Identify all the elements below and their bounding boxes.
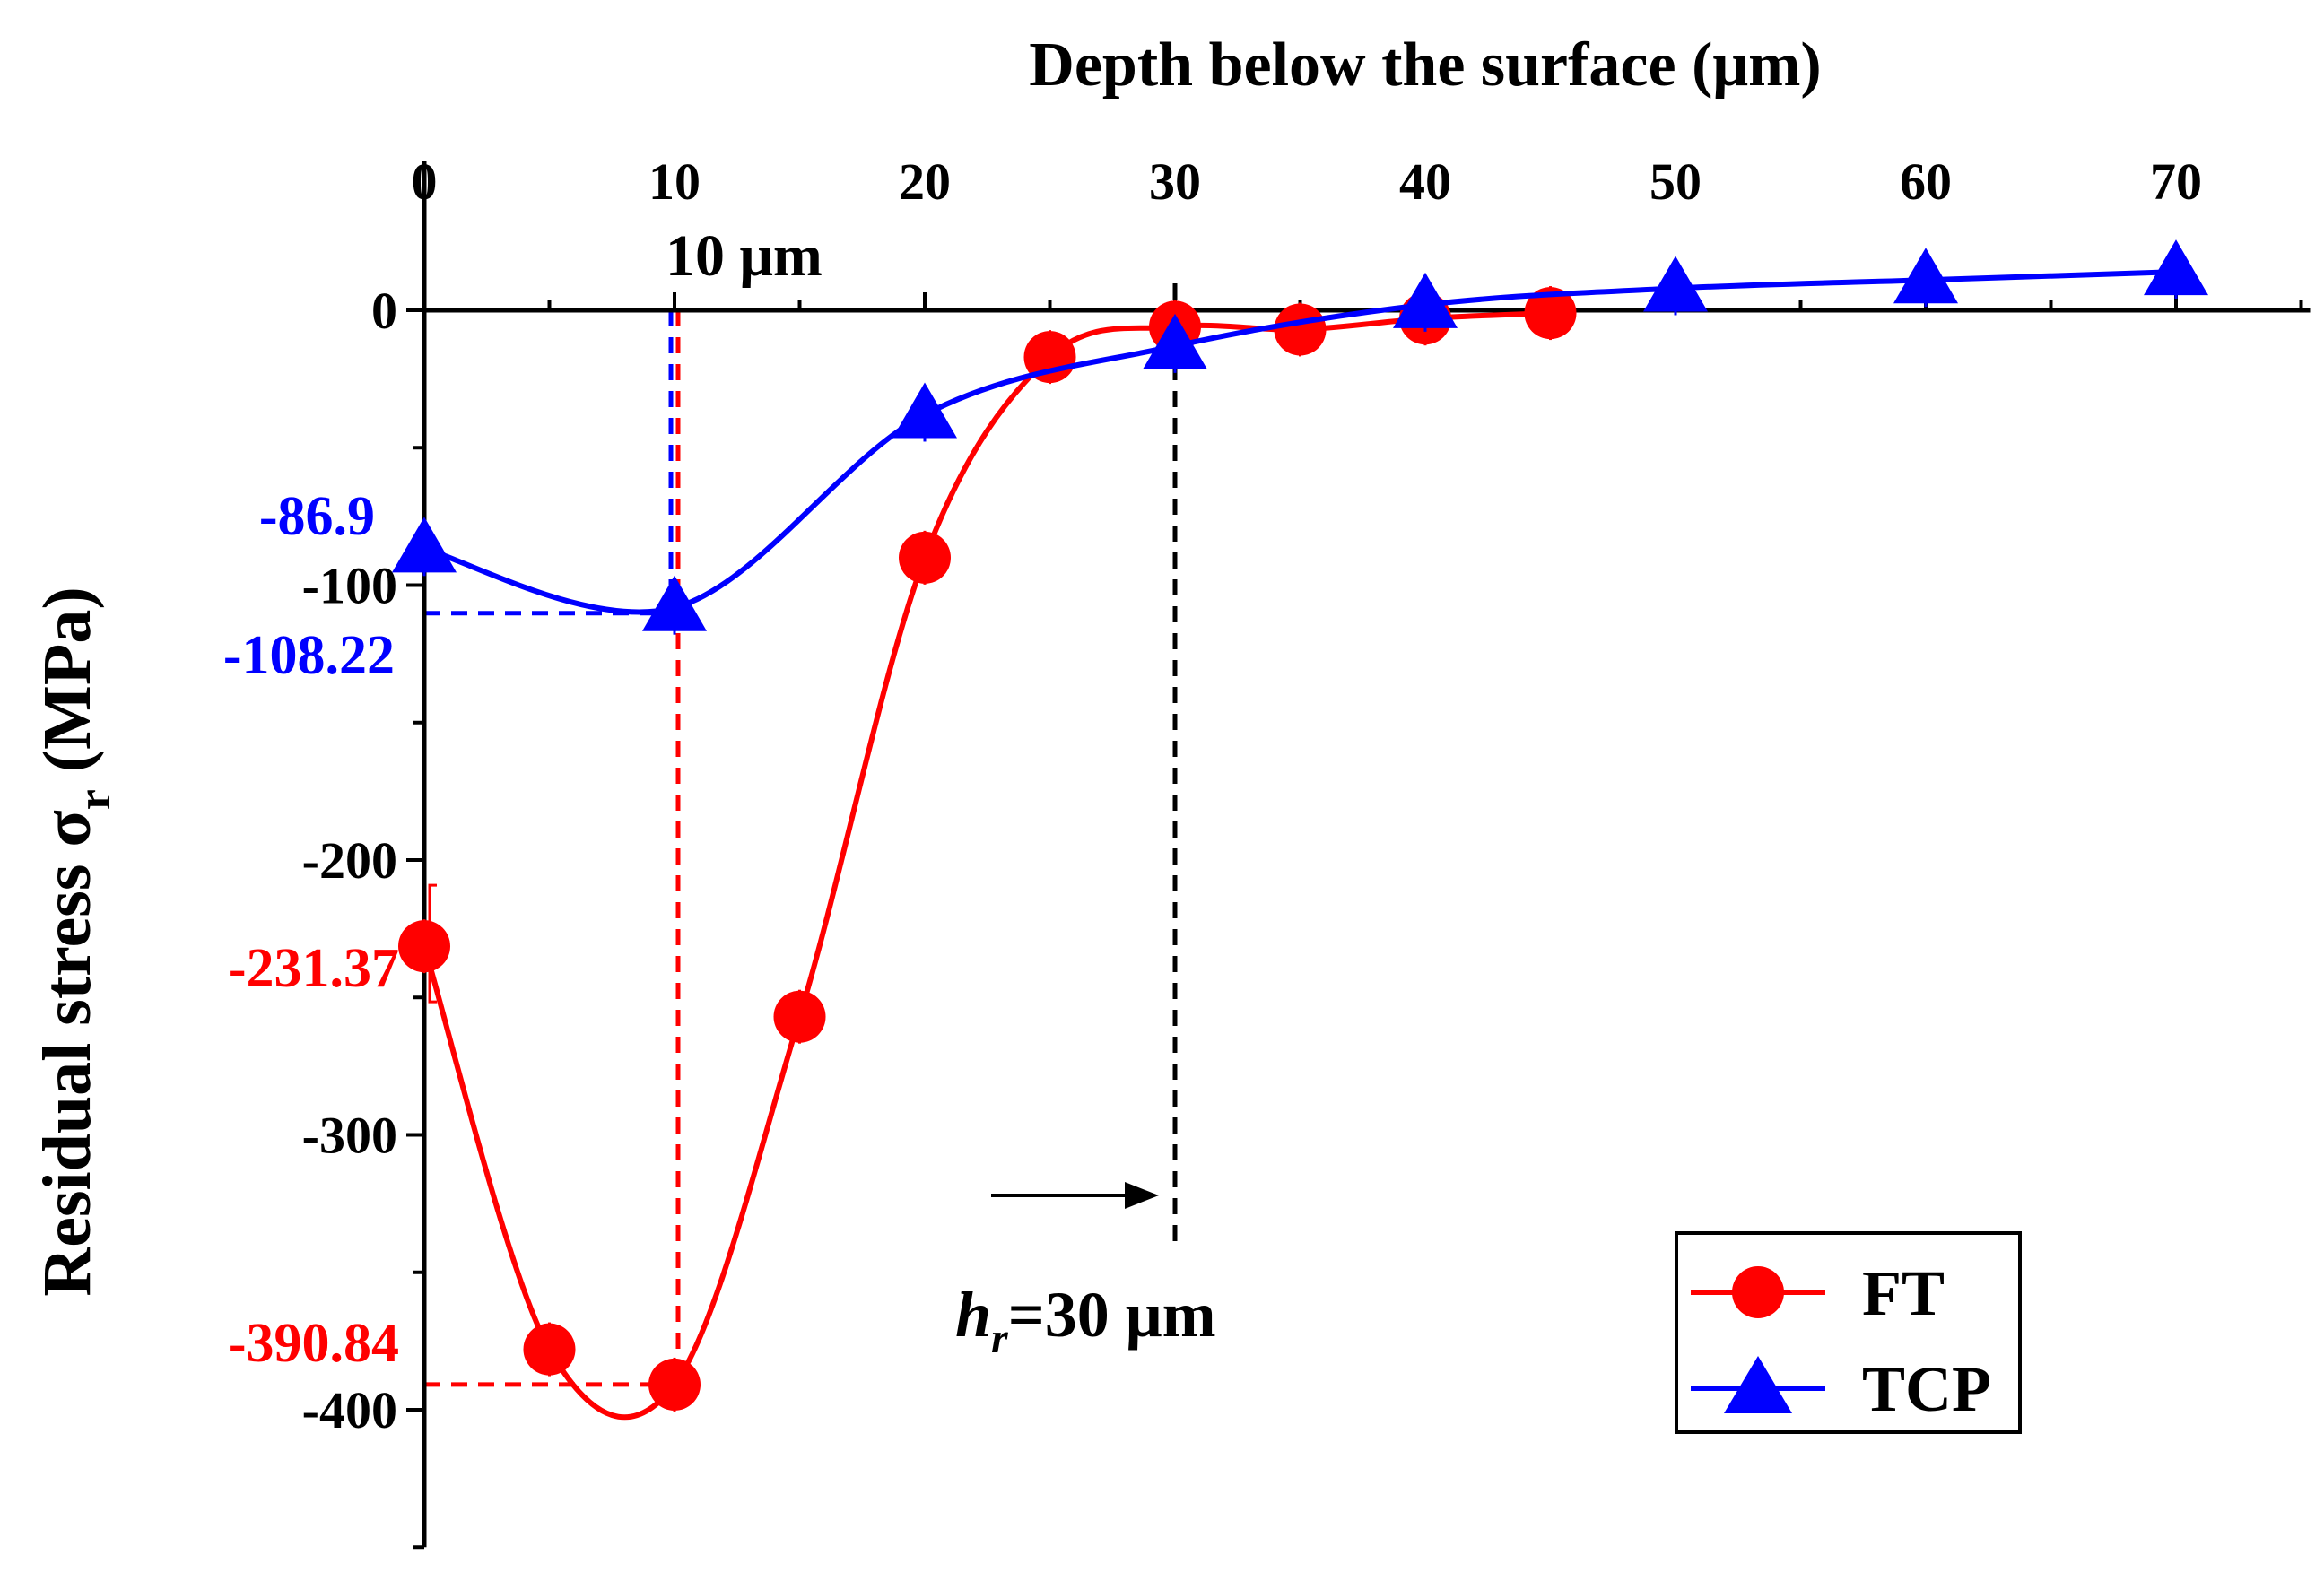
ft-point [648,1358,701,1411]
legend-ft-label: FT [1862,1257,1945,1329]
x-tick-label: 40 [1399,152,1451,211]
ft-line [422,310,1551,1421]
x-tick-label: 10 [648,152,701,211]
data-series [392,239,2208,1421]
reference-dashed-lines [424,283,1178,1387]
annotation-ft-surface: -231.37 [228,938,399,999]
tcp-point [642,575,707,631]
ft-point [1524,287,1577,340]
x-tick-label: 60 [1900,152,1952,211]
annotation-hr-30um: hr=30 μm [955,1279,1216,1362]
legend: FT TCP [1675,1231,2022,1434]
ft-point [773,990,826,1043]
x-tick-label: 30 [1149,152,1201,211]
y-tick-label: -400 [302,1381,397,1439]
tcp-point [1143,313,1207,369]
y-axis-title: Residual stress σr (MPa) [30,586,120,1296]
ft-point [1274,303,1327,356]
annotation-hr-symbol: h [955,1279,991,1351]
tcp-point [392,517,457,573]
ft-point [398,920,450,973]
ft-point [899,531,951,584]
x-tick-label: 70 [2150,152,2202,211]
y-axis-title-unit: (MPa) [30,586,105,789]
tcp-point [1893,248,1958,304]
y-tick-label: -300 [302,1107,397,1165]
tcp-point [1393,272,1458,328]
x-tick-label: 50 [1649,152,1702,211]
tcp-line [423,269,2177,615]
annotation-hr-subscript: r [991,1315,1009,1362]
x-tick-label: 0 [412,152,438,211]
annotation-tcp-min: -108.22 [223,625,395,686]
x-tick-label: 20 [899,152,951,211]
tcp-point [1643,256,1708,312]
tcp-point [2144,239,2208,296]
legend-tcp-label: TCP [1862,1353,1991,1425]
annotation-depth-10um: 10 μm [666,223,823,289]
annotation-ft-min: -390.84 [228,1313,399,1374]
legend-tcp-marker [1724,1356,1792,1413]
y-tick-label: -200 [302,831,397,890]
ft-surface-error-bracket [428,883,437,1004]
y-tick-label: -100 [302,557,397,615]
hr-arrow [991,1182,1159,1209]
tcp-point [892,382,957,439]
annotation-hr-value: =30 μm [1008,1279,1216,1351]
annotation-tcp-surface: -86.9 [259,486,375,547]
y-axis-title-subscript: r [69,789,120,810]
y-axis-title-main: Residual stress σ [30,810,105,1296]
legend-ft-marker [1732,1266,1784,1318]
x-axis-title: Depth below the surface (μm) [1029,30,1821,100]
y-tick-label: 0 [371,282,397,340]
ft-point [523,1323,576,1376]
